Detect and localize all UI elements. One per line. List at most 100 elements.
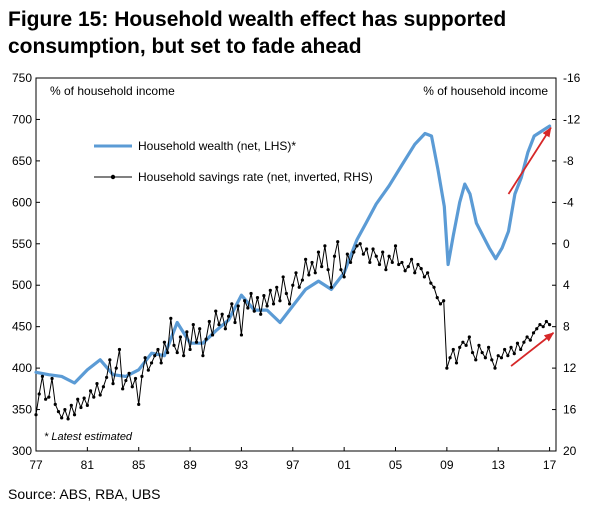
savings-data-point <box>397 262 401 267</box>
savings-data-point <box>531 331 536 335</box>
left-axis-tick-label: 450 <box>12 320 32 334</box>
right-axis-tick-label: 0 <box>563 237 570 251</box>
savings-data-point <box>88 389 93 393</box>
savings-data-point <box>352 250 356 254</box>
savings-data-point <box>442 299 446 303</box>
right-axis-tick-label: 20 <box>563 444 577 458</box>
savings-data-point <box>137 402 141 406</box>
savings-data-point <box>448 356 452 360</box>
savings-data-point <box>191 322 195 327</box>
savings-data-point <box>297 285 301 289</box>
savings-data-point <box>326 268 330 272</box>
savings-data-point <box>175 350 179 355</box>
savings-data-point <box>483 356 487 360</box>
savings-data-point <box>544 319 548 324</box>
savings-data-point <box>381 250 385 254</box>
left-axis: 300 350 400 450 500 550 600 650 700 750 <box>12 71 40 458</box>
legend-savings-label: Household savings rate (net, inverted, R… <box>138 170 373 184</box>
savings-data-point <box>310 260 314 265</box>
savings-data-point <box>390 260 394 265</box>
savings-data-point <box>226 314 231 318</box>
savings-data-point <box>246 306 250 310</box>
savings-data-point <box>538 322 542 327</box>
savings-data-point <box>121 387 125 391</box>
savings-data-point <box>426 271 430 275</box>
savings-data-point <box>519 347 523 352</box>
savings-data-point <box>416 262 420 267</box>
savings-data-point <box>50 376 54 381</box>
savings-data-point <box>111 382 115 386</box>
savings-data-point <box>166 350 170 355</box>
savings-data-point <box>207 319 211 324</box>
savings-data-point <box>153 354 157 358</box>
savings-data-point <box>243 299 247 303</box>
series-line-savings <box>35 241 551 420</box>
savings-data-point <box>275 285 279 289</box>
savings-data-point <box>101 385 106 389</box>
right-axis-tick-label: -16 <box>563 71 581 85</box>
savings-data-point <box>307 273 311 277</box>
savings-data-point <box>185 330 189 334</box>
trend-arrows <box>507 126 555 367</box>
savings-data-point <box>345 252 349 256</box>
savings-data-point <box>429 281 433 285</box>
savings-data-point <box>92 395 96 399</box>
savings-data-point <box>178 335 183 339</box>
right-axis-tick-label: -8 <box>563 154 574 168</box>
savings-data-point <box>156 347 160 352</box>
savings-data-point <box>162 340 166 344</box>
savings-data-point <box>377 262 382 267</box>
savings-data-point <box>320 264 324 269</box>
savings-data-point <box>172 343 176 347</box>
savings-data-point <box>236 304 240 308</box>
x-axis-tick-label: 97 <box>286 458 300 472</box>
left-axis-tick-label: 750 <box>12 71 32 85</box>
savings-data-point <box>255 296 260 300</box>
savings-data-point <box>336 240 340 244</box>
savings-data-point <box>105 375 109 380</box>
savings-data-point <box>60 416 64 420</box>
savings-data-point <box>451 347 455 352</box>
savings-data-point <box>461 340 465 344</box>
savings-data-point <box>323 244 327 248</box>
savings-data-point <box>108 358 112 362</box>
savings-data-point <box>230 302 234 306</box>
savings-data-point <box>393 244 398 248</box>
savings-data-point <box>313 271 317 275</box>
x-axis-tick-label: 93 <box>235 458 249 472</box>
savings-data-point <box>201 354 205 358</box>
savings-data-point <box>223 327 227 331</box>
left-axis-tick-label: 600 <box>12 195 32 209</box>
savings-data-point <box>265 304 269 308</box>
savings-data-point <box>454 361 459 365</box>
savings-data-point <box>445 366 449 370</box>
x-axis-tick-label: 09 <box>440 458 454 472</box>
right-axis-label: % of household income <box>423 84 548 98</box>
savings-data-point <box>496 354 500 358</box>
savings-data-point <box>214 309 218 313</box>
left-axis-label: % of household income <box>50 84 175 98</box>
savings-data-point <box>281 275 285 279</box>
right-axis: 20 16 12 8 4 0 -4 -8 -12 -16 <box>552 71 581 458</box>
savings-data-point <box>432 285 436 289</box>
x-axis-tick-label: 01 <box>337 458 351 472</box>
savings-data-point <box>40 374 45 378</box>
savings-data-point <box>182 354 186 358</box>
savings-data-point <box>419 267 423 271</box>
savings-data-point <box>332 254 337 258</box>
savings-data-point <box>464 343 468 347</box>
savings-data-point <box>409 257 414 261</box>
savings-data-point <box>44 397 48 401</box>
right-axis-tick-label: 12 <box>563 361 577 375</box>
savings-data-point <box>361 252 366 256</box>
left-axis-tick-label: 700 <box>12 112 32 126</box>
savings-data-point <box>159 361 163 365</box>
savings-data-point <box>355 244 359 248</box>
savings-data-point <box>342 275 346 279</box>
savings-data-point <box>358 242 362 246</box>
savings-data-point <box>509 345 513 349</box>
savings-data-point <box>490 358 494 362</box>
source-note: Source: ABS, RBA, UBS <box>8 486 161 502</box>
x-axis-tick-label: 13 <box>492 458 506 472</box>
